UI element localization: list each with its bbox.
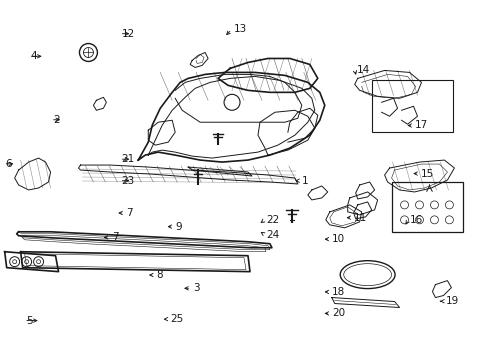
Text: 7: 7 [112,232,118,242]
Text: 2: 2 [53,115,60,125]
Text: 3: 3 [193,283,200,293]
Text: 14: 14 [356,64,369,75]
Text: 1: 1 [302,176,308,186]
Text: 11: 11 [353,213,366,222]
Text: 19: 19 [445,296,458,306]
Text: 18: 18 [331,287,345,297]
Text: 5: 5 [26,316,33,325]
Bar [391,182,463,232]
Text: 9: 9 [175,222,182,231]
Text: 13: 13 [233,24,246,35]
Text: 7: 7 [126,208,133,218]
Text: 15: 15 [420,168,433,179]
Text: 12: 12 [122,29,135,39]
Bar [371,80,452,132]
Text: 22: 22 [266,215,279,225]
Text: 8: 8 [157,270,163,280]
Text: 20: 20 [331,309,345,318]
Text: 23: 23 [122,176,135,186]
Text: 21: 21 [122,154,135,164]
Text: 6: 6 [5,159,12,169]
Text: 17: 17 [414,121,427,130]
Text: 4: 4 [31,51,38,61]
Text: 10: 10 [331,234,345,244]
Text: 24: 24 [266,230,279,239]
Text: 25: 25 [170,314,183,324]
Text: 16: 16 [409,215,423,225]
